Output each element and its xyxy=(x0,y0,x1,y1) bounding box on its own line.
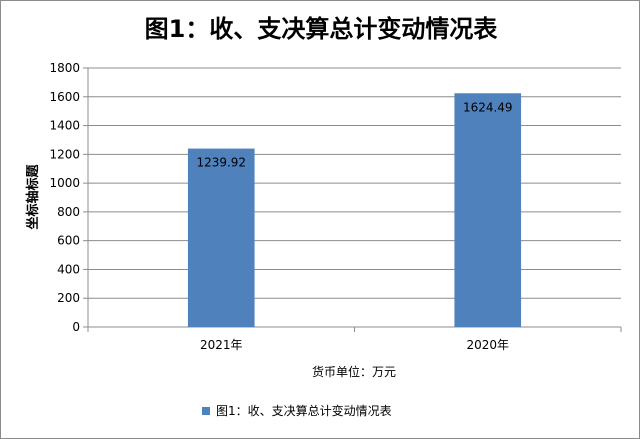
y-tick-labels: 0 200 400 600 800 1000 1200 1400 1600 1800 xyxy=(49,61,88,334)
y-tick-label: 0 xyxy=(72,320,80,334)
y-tick-label: 400 xyxy=(57,262,80,276)
bars xyxy=(187,93,522,327)
y-tick-label: 600 xyxy=(57,234,80,248)
chart-title: 图1：收、支决算总计变动情况表 xyxy=(145,15,499,43)
bar xyxy=(454,93,522,327)
axes xyxy=(87,68,621,328)
x-tick-label: 2021年 xyxy=(200,338,243,352)
data-labels: 1239.92 1624.49 xyxy=(196,100,512,169)
bar xyxy=(187,148,255,327)
y-tick-label: 1400 xyxy=(49,119,80,133)
legend-swatch xyxy=(202,407,210,415)
x-tick-labels: 2021年 2020年 xyxy=(87,327,622,352)
x-tick-label: 2020年 xyxy=(466,338,509,352)
y-axis-title: 坐标轴标题 xyxy=(25,164,41,230)
y-tick-label: 1800 xyxy=(49,61,80,75)
y-tick-label: 1600 xyxy=(49,90,80,104)
legend: 图1：收、支决算总计变动情况表 xyxy=(202,403,392,418)
y-tick-label: 200 xyxy=(57,291,80,305)
y-tick-label: 1000 xyxy=(49,176,80,190)
y-tick-label: 800 xyxy=(57,205,80,219)
data-label: 1239.92 xyxy=(196,156,246,170)
legend-label: 图1：收、支决算总计变动情况表 xyxy=(216,403,392,418)
data-label: 1624.49 xyxy=(463,100,513,114)
x-axis-title: 货币单位：万元 xyxy=(312,364,396,379)
y-tick-label: 1200 xyxy=(49,147,80,161)
gridlines xyxy=(88,67,621,299)
